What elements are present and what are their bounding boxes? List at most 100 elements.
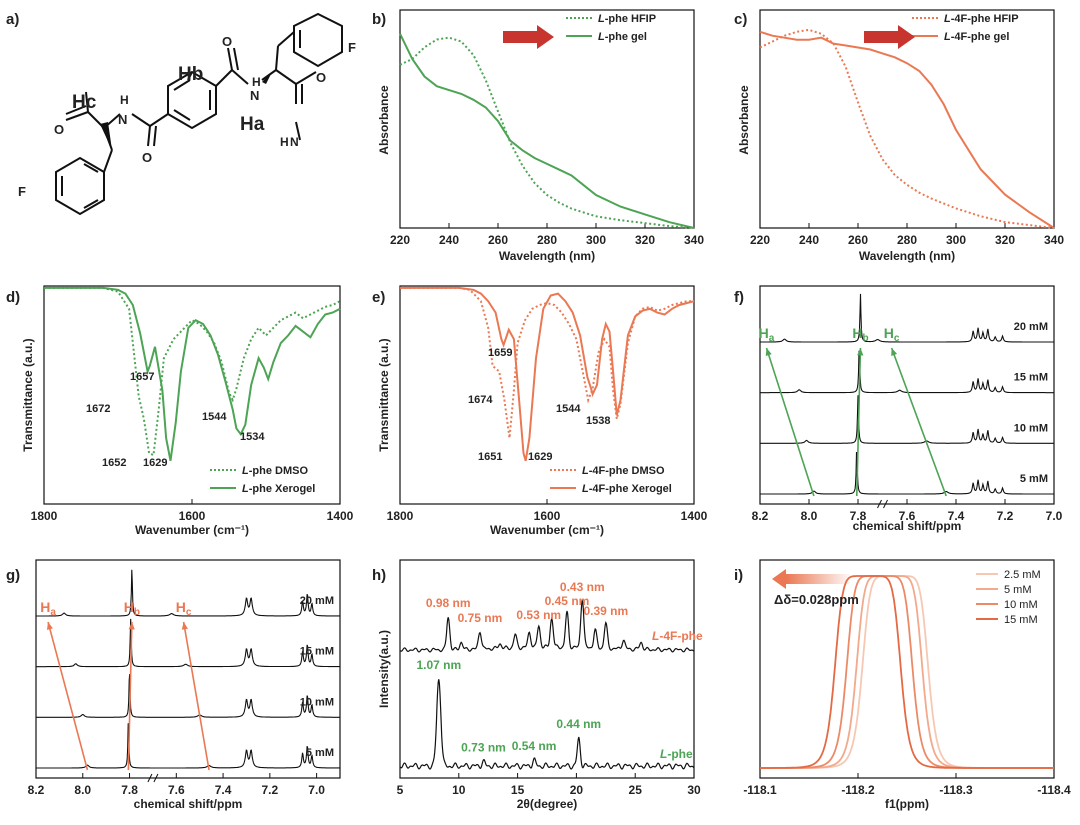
- x-tick-labels: -118.1 -118.2 -118.3 -118.4: [743, 773, 1071, 797]
- shift-trend-arrow: [890, 347, 947, 497]
- x-tick-label: 8.0: [801, 509, 818, 523]
- x-tick-label: 260: [488, 233, 508, 247]
- x-tick-labels: 8.2 8.0 7.8 7.6 7.4 7.2 7.0: [28, 773, 325, 797]
- x-tick-label: 7.2: [262, 783, 279, 797]
- peak-id-label-ha: Ha: [759, 325, 775, 344]
- wedge-bond: [262, 72, 272, 84]
- d-spacing-label: 1.07 nm: [416, 658, 461, 672]
- x-tick-label: 280: [537, 233, 557, 247]
- peak-label: 1629: [528, 451, 552, 463]
- arrow-head: [46, 622, 53, 630]
- x-tick-label: 7.2: [997, 509, 1014, 523]
- nmr-spectrum-line: [760, 395, 1054, 444]
- shift-trend-arrow: [765, 347, 815, 497]
- concentration-label: 20 mM: [1014, 321, 1048, 333]
- red-arrow: [503, 25, 554, 49]
- atom-o-4: O: [316, 70, 326, 85]
- x-tick-label: 5: [397, 783, 404, 797]
- panel-e-ftir-l4fphe: e) 1800 1600 1400 Wavenumber (cm⁻¹) Transm…: [372, 285, 708, 537]
- x-tick-label: 1400: [681, 509, 708, 523]
- panel-d-ftir-lphe: d) 1800 1600 1400 Wavenumber (cm⁻¹) Transm…: [6, 285, 354, 537]
- x-tick-label: 1400: [327, 509, 354, 523]
- concentration-label: 15 mM: [300, 646, 334, 658]
- x-tick-label: 220: [750, 233, 770, 247]
- legend-entry: 15 mM: [1004, 614, 1038, 626]
- x-tick-label: 1800: [31, 509, 58, 523]
- peak-annotations: 1657 1672 1652 1629 1544 1534: [86, 371, 265, 469]
- atom-hc: Hc: [72, 92, 97, 113]
- x-tick-label: 320: [635, 233, 655, 247]
- shift-arrow: [772, 569, 850, 589]
- peak-annotations: 1659 1674 1651 1629 1544 1538: [468, 347, 610, 463]
- x-tick-labels: 5 10 15 20 25 30: [397, 773, 701, 797]
- atom-hb: Hb: [178, 64, 203, 85]
- arrow-head: [181, 622, 188, 630]
- legend-entry: 2.5 mM: [1004, 569, 1041, 581]
- legend-series-2: L-phe gel: [598, 31, 647, 43]
- x-tick-label: 240: [439, 233, 459, 247]
- x-tick-label: 280: [897, 233, 917, 247]
- shift-trend-arrow: [47, 621, 89, 771]
- series-group: [760, 575, 1054, 769]
- x-tick-label: 240: [799, 233, 819, 247]
- x-tick-label: 7.4: [948, 509, 965, 523]
- x-tick-label: 20: [570, 783, 584, 797]
- atom-o-3: O: [222, 34, 232, 49]
- x-tick-labels: 220 240 260 280 300 320 340: [750, 223, 1064, 247]
- series-line-1: [44, 286, 341, 457]
- shift-trend-arrow: [855, 347, 862, 497]
- peak-label: 1544: [202, 411, 227, 423]
- x-tick-label: 8.0: [74, 783, 91, 797]
- y-axis-label: Transmittance (a.u.): [377, 338, 391, 451]
- nmr-spectrum-line: [36, 618, 340, 668]
- shift-trend-arrow: [127, 621, 133, 771]
- x-tick-label: 8.2: [752, 509, 769, 523]
- x-axis-label: Wavelength (nm): [499, 249, 595, 263]
- x-axis-label: Wavelength (nm): [859, 249, 955, 263]
- series-group: 20 mM 15 mM 10 mM 5 mM Ha Hb Hc: [759, 293, 1054, 509]
- concentration-label: 10 mM: [300, 696, 334, 708]
- xrd-series-name: L-phe: [660, 747, 693, 761]
- panel-g-nmr-l4fphe: g) 8.2 8.0 7.8 7.6 7.4 7.2 7.0 chemical shift/…: [6, 559, 341, 811]
- series-line-2: [759, 30, 1055, 229]
- peak-label: 1672: [86, 403, 110, 415]
- peak-label: 1651: [478, 451, 502, 463]
- x-axis-label: chemical shift/ppm: [134, 797, 243, 811]
- x-tick-label: 7.0: [1046, 509, 1063, 523]
- peak-label: 1659: [488, 347, 512, 359]
- x-tick-label: 30: [687, 783, 701, 797]
- peak-id-label-hb: Hb: [852, 325, 868, 344]
- atom-n-end: N: [290, 135, 299, 149]
- plot-frame: [399, 559, 695, 779]
- d-spacing-label: 0.43 nm: [560, 580, 605, 594]
- series-group: [399, 33, 695, 229]
- peak-label: 1629: [143, 457, 167, 469]
- legend-series-1: L-phe HFIP: [598, 13, 656, 25]
- molecule-atom-labels: Hb Hc Ha F F N H N H H N O O O O: [18, 34, 356, 199]
- legend: L-4F-phe HFIP L-4F-phe gel: [912, 13, 1019, 43]
- atom-h-left: H: [120, 93, 129, 107]
- peak-label: 1544: [556, 403, 581, 415]
- x-tick-label: 340: [1044, 233, 1064, 247]
- legend: L-phe DMSO L-phe Xerogel: [210, 465, 315, 495]
- panel-label-d: d): [6, 289, 20, 306]
- concentration-label: 15 mM: [1014, 372, 1048, 384]
- x-tick-label: 1600: [534, 509, 561, 523]
- arrow-head: [857, 348, 864, 356]
- x-tick-label: 7.8: [850, 509, 867, 523]
- x-tick-labels: 1800 1600 1400: [387, 499, 708, 523]
- d-spacing-label: 0.54 nm: [512, 739, 557, 753]
- d-spacing-label: 0.98 nm: [426, 596, 471, 610]
- peak-id-label-ha: Ha: [40, 599, 56, 618]
- atom-n-right: N: [250, 88, 259, 103]
- x-tick-label: 320: [995, 233, 1015, 247]
- panel-label-h: h): [372, 567, 386, 584]
- x-tick-label: 8.2: [28, 783, 45, 797]
- delta-shift-annotation: Δδ=0.028ppm: [774, 592, 859, 607]
- xrd-pattern-line-2: [399, 679, 695, 770]
- legend: L-4F-phe DMSO L-4F-phe Xerogel: [550, 465, 672, 495]
- shift-trend-arrow: [182, 621, 210, 771]
- legend-series-2: L-4F-phe Xerogel: [582, 483, 672, 495]
- legend-entry: 10 mM: [1004, 599, 1038, 611]
- x-tick-label: -118.1: [743, 783, 777, 797]
